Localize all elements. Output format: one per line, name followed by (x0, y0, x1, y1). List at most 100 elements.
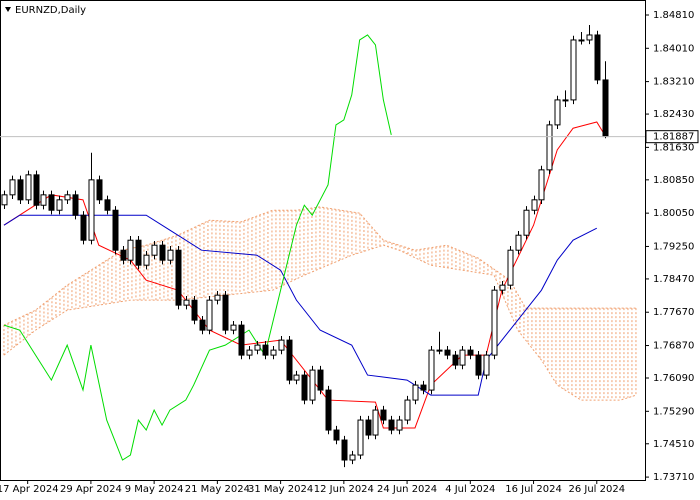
x-tick-label: 4 Jul 2024 (445, 484, 495, 495)
candle-body (254, 344, 261, 351)
candle-body (420, 384, 427, 391)
candle-body (396, 419, 403, 431)
candle-body (436, 349, 443, 352)
candle-body (491, 289, 498, 356)
candle-body (594, 34, 601, 81)
candle-body (214, 294, 221, 301)
y-tick-label: 1.80050 (653, 208, 694, 219)
x-tick-label: 16 Jul 2024 (505, 484, 562, 495)
candle-body (17, 179, 24, 201)
y-tick-label: 1.84810 (653, 10, 694, 21)
candle-body (1, 194, 8, 206)
candle-body (120, 249, 127, 261)
candle-body (467, 349, 474, 356)
indicator-line (3, 214, 598, 396)
candle-body (293, 374, 300, 381)
y-tick-label: 1.76870 (653, 341, 694, 352)
y-tick-label: 1.76090 (653, 373, 694, 384)
y-tick-label: 1.84010 (653, 43, 694, 54)
candle-body (206, 299, 213, 331)
candle-body (56, 199, 63, 211)
current-price-label: 1.81887 (653, 132, 694, 143)
y-tick-label: 1.80850 (653, 175, 694, 186)
candle-body (199, 319, 206, 331)
candle-body (325, 389, 332, 431)
candle-body (112, 209, 119, 251)
candle-body (262, 344, 269, 356)
y-tick-label: 1.74510 (653, 439, 694, 450)
candle-body (602, 79, 609, 138)
candle-body (286, 339, 293, 381)
candle-body (554, 99, 561, 126)
candle-body (175, 249, 182, 306)
candle-body (191, 299, 198, 321)
candle-body (64, 194, 71, 201)
candle-body (230, 324, 237, 331)
candle-body (309, 369, 316, 401)
x-tick-label: 12 Jun 2024 (314, 484, 374, 495)
candle-body (159, 244, 166, 261)
candle-body (349, 454, 356, 461)
candle-body (33, 174, 40, 206)
y-tick-label: 1.81630 (653, 142, 694, 153)
candle-body (40, 194, 47, 206)
x-tick-label: 31 May 2024 (248, 484, 313, 495)
y-tick-label: 1.73710 (653, 472, 694, 483)
candle-body (562, 99, 569, 102)
candle-body (531, 199, 538, 211)
candle-body (135, 239, 142, 266)
candle-body (80, 214, 87, 241)
candle-body (143, 254, 150, 266)
candle-body (578, 39, 585, 42)
y-tick-label: 1.77670 (653, 307, 694, 318)
y-tick-label: 1.75290 (653, 406, 694, 417)
candle-body (246, 349, 253, 356)
candle-body (317, 369, 324, 391)
candle-body (72, 194, 79, 216)
x-tick-label: 21 May 2024 (185, 484, 250, 495)
candle-body (88, 179, 95, 241)
candle-body (104, 199, 111, 211)
x-tick-label: 9 May 2024 (125, 484, 184, 495)
indicator-line (3, 34, 392, 461)
candle-body (48, 194, 55, 211)
y-tick-label: 1.82430 (653, 109, 694, 120)
candles (1, 24, 609, 468)
candle-body (151, 244, 158, 256)
candle-body (570, 39, 577, 101)
candle-body (9, 179, 16, 196)
candle-body (270, 349, 277, 356)
candle-body (365, 419, 372, 436)
candle-body (96, 179, 103, 201)
candle-body (127, 239, 134, 261)
candle-body (444, 349, 451, 356)
candle-body (452, 354, 459, 366)
candle-body (586, 34, 593, 41)
x-tick-label: 26 Jul 2024 (568, 484, 625, 495)
current-price-box (645, 130, 699, 144)
candle-body (499, 284, 506, 291)
candle-body (388, 419, 395, 431)
candle-body (183, 299, 190, 306)
candle-body (222, 294, 229, 331)
candle-body (25, 174, 32, 201)
candle-body (333, 429, 340, 441)
cloud-edge (3, 244, 637, 401)
candle-body (507, 249, 514, 286)
candle-body (459, 349, 466, 366)
chart-title: EURNZD,Daily (15, 5, 86, 16)
candle-body (523, 209, 530, 236)
x-tick-label: 29 Apr 2024 (60, 484, 122, 495)
candle-body (515, 234, 522, 251)
candle-body (301, 374, 308, 401)
candle-body (483, 354, 490, 376)
axes: 1.84810 1.84010 1.83210 1.82430 1.81630 1.808… (0, 10, 699, 495)
candle-body (341, 439, 348, 461)
candle-body (372, 409, 379, 436)
x-tick-label: 24 Jun 2024 (377, 484, 437, 495)
candle-body (475, 354, 482, 376)
candle-body (278, 339, 285, 351)
x-tick-label: 17 Apr 2024 (0, 484, 59, 495)
candle-body (538, 169, 545, 201)
